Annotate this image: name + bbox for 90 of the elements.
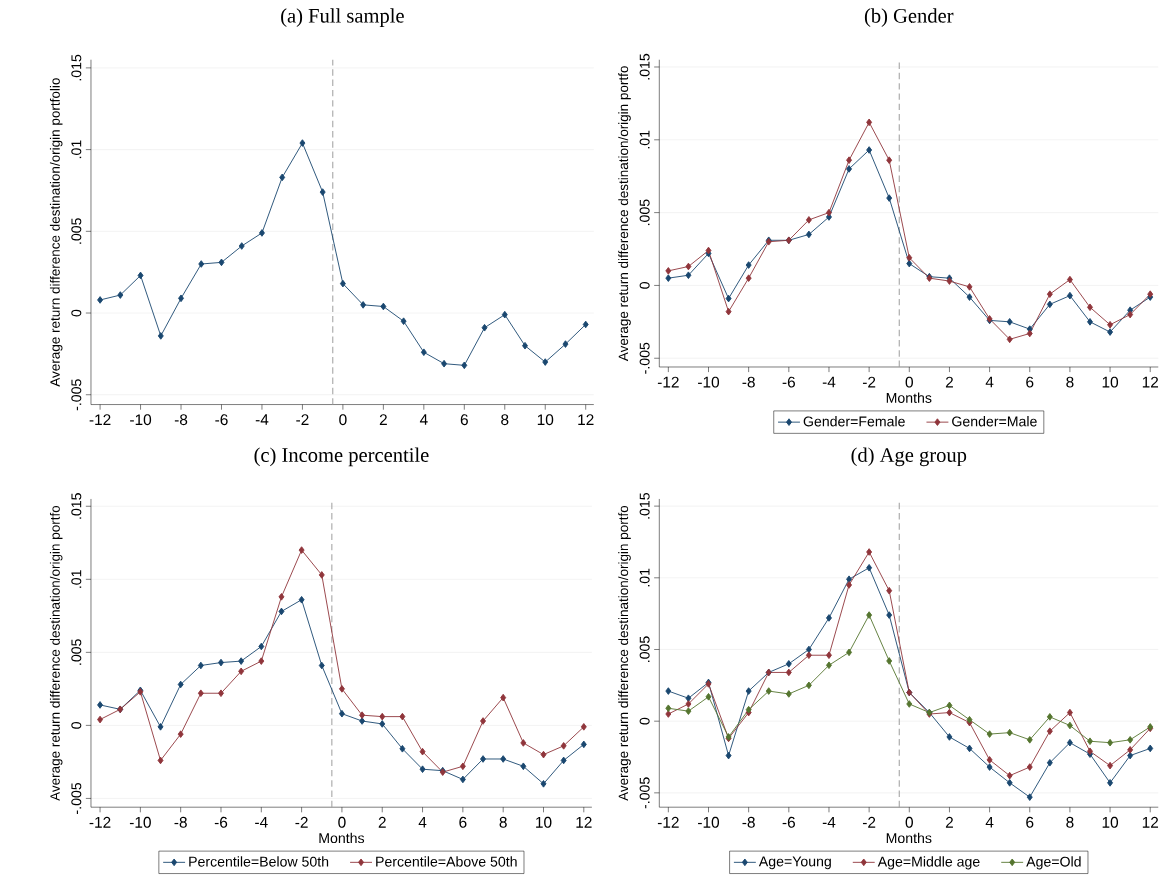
x-tick-label: -6	[782, 376, 795, 388]
x-tick-label: -2	[295, 816, 308, 828]
x-tick-label: 10	[1102, 376, 1119, 388]
x-tick-label: 6	[1026, 816, 1034, 828]
x-tick-label: 12	[578, 414, 594, 425]
x-tick-label: 0	[905, 816, 913, 828]
y-tick-label: -.005	[639, 342, 650, 374]
x-tick-label: 4	[418, 816, 427, 828]
y-tick-label: .01	[639, 130, 650, 149]
y-tick-label: 0	[71, 309, 82, 317]
x-tick-label: 8	[499, 816, 507, 828]
chart-title: (b) Gender	[864, 8, 954, 27]
x-tick-label: 8	[1066, 376, 1074, 388]
x-tick-label: -10	[130, 414, 152, 425]
y-tick-label: .005	[639, 636, 650, 662]
legend-label: Age=Middle age	[877, 856, 980, 870]
x-tick-label: -12	[89, 816, 111, 828]
legend-label: Percentile=Below 50th	[189, 856, 329, 867]
x-tick-label: 4	[985, 376, 994, 388]
x-tick-label: -12	[89, 414, 111, 425]
y-tick-label: .015	[71, 54, 82, 81]
legend-label: Gender=Male	[952, 415, 1037, 427]
y-tick-label: .005	[639, 199, 650, 225]
x-tick-label: 4	[985, 816, 994, 828]
x-tick-label: 12	[576, 816, 592, 828]
x-axis-title: Months	[886, 392, 932, 403]
x-tick-label: 10	[537, 414, 554, 425]
x-tick-label: -2	[862, 376, 876, 388]
y-axis-title: Average return difference destination/origin portfo	[618, 65, 631, 361]
y-tick-label: .015	[639, 492, 650, 519]
chart-title: (a) Full sample	[281, 8, 404, 27]
x-tick-label: 6	[1026, 376, 1034, 388]
x-tick-label: -10	[698, 376, 720, 388]
y-tick-label: 0	[639, 281, 650, 289]
x-tick-label: 8	[1066, 816, 1074, 828]
x-axis-title: Months	[886, 832, 932, 843]
y-tick-label: .015	[71, 492, 82, 519]
y-tick-label: .01	[71, 569, 82, 588]
x-tick-label: -8	[174, 816, 187, 828]
x-tick-label: 6	[460, 414, 468, 425]
legend-label: Age=Old	[1026, 856, 1081, 870]
x-tick-label: 2	[945, 816, 953, 828]
x-tick-label: -8	[742, 816, 755, 828]
x-tick-label: 0	[339, 414, 347, 425]
x-tick-label: 10	[1102, 816, 1119, 828]
x-tick-label: -2	[862, 816, 876, 828]
x-tick-label: 2	[945, 376, 953, 388]
y-tick-label: -.005	[71, 379, 82, 410]
y-axis-title: Average return difference destination/origin portfo	[49, 505, 63, 801]
x-tick-label: 8	[501, 414, 509, 425]
x-tick-label: 0	[905, 376, 913, 388]
x-tick-label: 12	[1142, 376, 1159, 388]
x-tick-label: -12	[657, 816, 679, 828]
x-tick-label: -6	[214, 816, 228, 828]
x-tick-label: 10	[536, 816, 552, 828]
x-tick-label: -6	[215, 414, 228, 425]
y-tick-label: .005	[71, 638, 82, 665]
y-tick-label: -.005	[71, 782, 82, 814]
x-tick-label: -10	[129, 816, 151, 828]
x-tick-label: 2	[379, 414, 387, 425]
y-tick-label: -.005	[639, 777, 650, 809]
y-tick-label: .015	[639, 53, 650, 80]
chart-title: (c) Income percentile	[254, 447, 429, 466]
x-tick-label: 0	[338, 816, 346, 828]
legend-label: Age=Young	[758, 856, 831, 869]
y-axis-title: Average return difference destination/origin portfolio	[49, 77, 63, 387]
x-tick-label: -4	[255, 816, 268, 828]
x-axis-title: Months	[319, 832, 365, 843]
x-tick-label: -4	[822, 816, 836, 828]
y-tick-label: 0	[71, 721, 82, 729]
y-axis-title: Average return difference destination/origin portfo	[618, 505, 631, 801]
x-tick-label: -8	[174, 414, 188, 425]
x-tick-label: -4	[822, 376, 836, 388]
y-tick-label: 0	[639, 717, 650, 725]
y-tick-label: .01	[639, 568, 650, 587]
x-tick-label: -2	[296, 414, 309, 425]
x-tick-label: -6	[782, 816, 795, 828]
x-tick-label: -10	[698, 816, 720, 828]
x-tick-label: 12	[1142, 816, 1159, 828]
x-tick-label: -12	[657, 376, 679, 388]
y-tick-label: .01	[71, 140, 82, 158]
chart-title: (d) Age group	[851, 447, 967, 466]
x-tick-label: 6	[459, 816, 467, 828]
x-tick-label: -8	[742, 376, 755, 388]
x-tick-label: 2	[378, 816, 386, 828]
legend-label: Percentile=Above 50th	[376, 856, 517, 867]
x-tick-label: 4	[419, 414, 428, 425]
y-tick-label: .005	[71, 217, 82, 244]
x-tick-label: -4	[255, 414, 269, 425]
legend-label: Gender=Female	[803, 415, 905, 427]
